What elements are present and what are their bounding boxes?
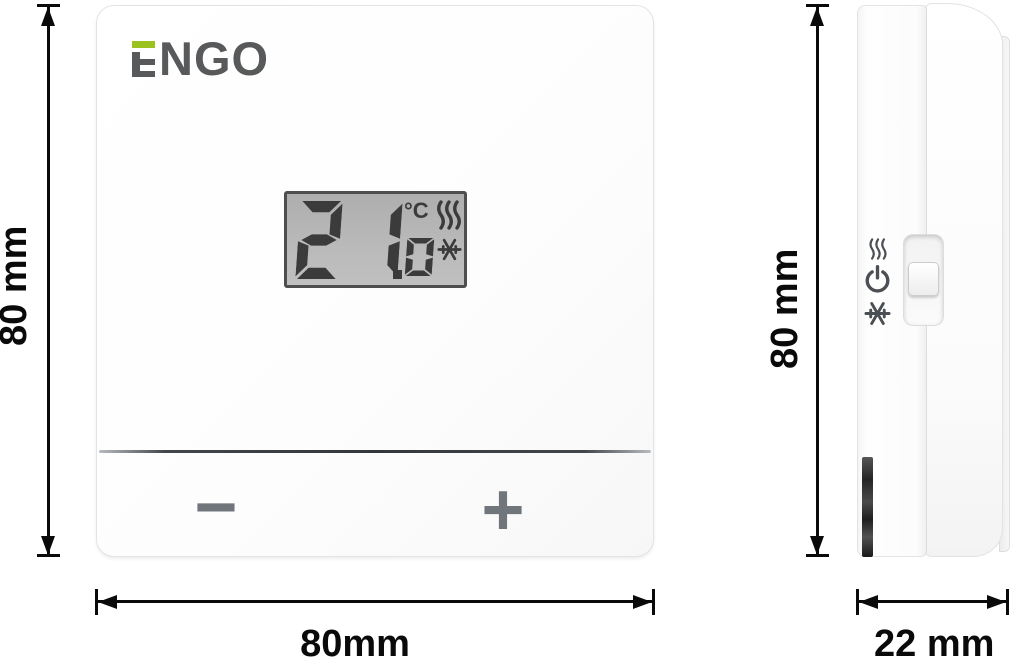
- dimension-cap: [37, 554, 60, 557]
- dimension-cap: [806, 4, 829, 7]
- side-depth-label: 22 mm: [874, 623, 995, 661]
- front-width-label: 80mm: [300, 623, 410, 661]
- minus-button[interactable]: −: [194, 465, 238, 548]
- snowflake-icon: [864, 302, 891, 325]
- arrow-left-icon: [98, 594, 117, 609]
- arrow-up-icon: [41, 7, 55, 26]
- side-height-label: 80 mm: [764, 248, 806, 369]
- logo-green-bar: [132, 41, 155, 48]
- dimension-cap: [652, 589, 655, 615]
- lcd-digit-tens: [295, 201, 343, 279]
- dimension-line: [98, 600, 652, 603]
- plus-button[interactable]: +: [481, 468, 525, 551]
- heating-waves-icon: [437, 200, 461, 230]
- engo-logo: NGO: [132, 32, 270, 85]
- dimension-line: [816, 7, 819, 555]
- arrow-left-icon: [859, 594, 878, 609]
- dimension-line: [47, 7, 50, 555]
- terminal-slot: [862, 457, 873, 557]
- arrow-down-icon: [810, 536, 824, 555]
- lcd-digit-ones: [358, 201, 403, 279]
- mode-slider-knob[interactable]: [908, 262, 939, 296]
- dimension-cap: [37, 4, 60, 7]
- lcd-decimal-point: [393, 270, 402, 279]
- dimension-line: [859, 600, 1006, 603]
- lcd-digit-decimal: [404, 238, 435, 276]
- lcd-display: °C: [284, 191, 467, 288]
- power-icon: [865, 265, 890, 293]
- arrow-right-icon: [987, 594, 1006, 609]
- heating-waves-icon: [869, 238, 887, 260]
- dimension-cap: [95, 589, 98, 615]
- thermostat-front-view: NGO °C: [96, 5, 654, 557]
- logo-text: NGO: [159, 32, 270, 85]
- button-area-divider: [99, 450, 651, 453]
- dimension-cap: [856, 589, 859, 615]
- arrow-down-icon: [41, 536, 55, 555]
- front-height-label: 80 mm: [0, 225, 35, 346]
- dimension-cap: [1006, 589, 1009, 615]
- lcd-unit-label: °C: [404, 198, 429, 223]
- arrow-up-icon: [810, 7, 824, 26]
- arrow-right-icon: [633, 594, 652, 609]
- snowflake-icon: [437, 238, 462, 261]
- logo-letter-e: [132, 41, 155, 77]
- dimension-cap: [806, 554, 829, 557]
